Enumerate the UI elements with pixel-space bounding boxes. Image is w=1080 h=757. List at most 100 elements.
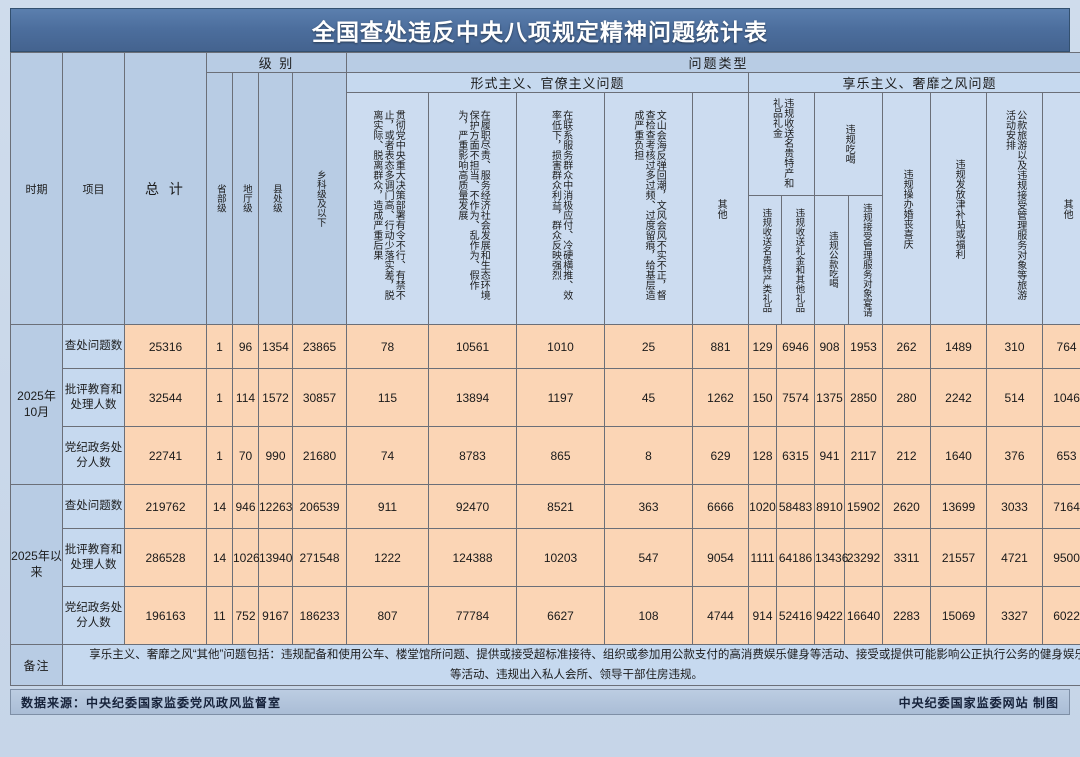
footer-bar: 数据来源：中央纪委国家监委党风政风监督室 中央纪委国家监委网站 制图 (10, 689, 1070, 716)
header-col-formalism-3: 在联系服务群众中消极应付、冷硬横推、效率低下，损害群众利益，群众反映强烈 (516, 92, 605, 325)
data-cell: 64186 (776, 528, 815, 587)
data-cell: 1222 (346, 528, 429, 587)
header-col-gift-group: 违规收送名贵特产和礼品礼金 违规收送名贵特产类礼品 违规收送礼金和其他礼品 (748, 92, 815, 325)
data-cell: 77784 (428, 586, 517, 645)
page-title: 全国查处违反中央八项规定精神问题统计表 (312, 20, 768, 46)
data-cell: 2620 (882, 484, 931, 529)
header-item: 项目 (62, 52, 125, 325)
data-cell: 13436 (814, 528, 848, 587)
data-cell: 1375 (814, 368, 845, 427)
data-cell: 376 (986, 426, 1043, 485)
data-cell: 124388 (428, 528, 517, 587)
data-cell: 21557 (930, 528, 987, 587)
header-col-dining-group: 违规吃喝 违规公款吃喝 违规接受管理服务对象宴请 (814, 92, 883, 325)
table-body: 2025年10月 查处问题数 25316 1 96 1354 23865 78 10561 101… (10, 324, 1080, 645)
row-item-label: 党纪政务处分人数 (62, 426, 125, 485)
data-cell: 14 (206, 528, 233, 587)
data-cell: 946 (232, 484, 259, 529)
data-cell: 363 (604, 484, 693, 529)
data-cell: 881 (692, 324, 749, 369)
data-cell: 9422 (814, 586, 845, 645)
header-col-wedding-funeral: 违规操办婚丧喜庆 (882, 92, 931, 325)
data-cell: 13940 (258, 528, 293, 587)
header-row-top: 时期 项目 总 计 级 别 问题类型 (10, 52, 1080, 325)
data-cell: 74 (346, 426, 429, 485)
header-level-shengbu: 省部级 (206, 72, 233, 325)
data-cell: 10561 (428, 324, 517, 369)
header-col-allowance: 违规发放津补贴或福利 (930, 92, 987, 325)
data-cell: 2850 (844, 368, 883, 427)
data-cell: 990 (258, 426, 293, 485)
data-cell: 2283 (882, 586, 931, 645)
table-row: 批评教育和处理人数 32544 1 114 1572 30857 115 13894 1197 4… (11, 368, 1080, 427)
header-level-group: 级 别 (206, 52, 347, 73)
data-cell: 114 (232, 368, 259, 427)
header-level-diting: 地厅级 (232, 72, 259, 325)
header-col-formalism-1: 贯彻党中央重大决策部署有令不行、有禁不止，或者表态多调门高、行动少落实差，脱离实… (346, 92, 429, 325)
data-cell: 6627 (516, 586, 605, 645)
data-cell: 70 (232, 426, 259, 485)
data-cell: 6315 (776, 426, 815, 485)
table-row: 2025年10月 查处问题数 25316 1 96 1354 23865 78 10561 101… (10, 324, 1080, 485)
data-cell: 11 (206, 586, 233, 645)
header-row-columns: 贯彻党中央重大决策部署有令不行、有禁不止，或者表态多调门高、行动少落实差，脱离实… (11, 92, 1080, 325)
data-cell: 7164 (1041, 484, 1080, 529)
header-col-public-travel: 公款旅游以及违规接受管理服务对象等旅游活动安排 (986, 92, 1043, 325)
data-cell: 1 (206, 426, 233, 485)
remark-row: 备注 享乐主义、奢靡之风“其他”问题包括：违规配备和使用公车、楼堂馆所问题、提供… (10, 643, 1080, 687)
data-cell: 115 (346, 368, 429, 427)
data-cell: 653 (1041, 426, 1080, 485)
header-problem-type-group: 问题类型 (345, 52, 1080, 73)
header-col-formalism-4: 文山会海反弹回潮，文风会风不实不正，督查检查考核过多过频、过度留痕，给基层造成严… (604, 92, 693, 325)
data-cell: 6666 (692, 484, 749, 529)
data-cell: 1572 (258, 368, 293, 427)
data-cell: 547 (604, 528, 693, 587)
data-cell: 941 (814, 426, 845, 485)
row-item-label: 查处问题数 (62, 324, 125, 369)
data-cell: 2242 (930, 368, 987, 427)
data-cell: 1262 (692, 368, 749, 427)
data-cell: 1 (206, 324, 233, 369)
data-cell: 280 (882, 368, 931, 427)
data-cell: 3033 (986, 484, 1043, 529)
header-row-groups: 省部级 地厅级 县处级 乡科级及以下 形式主义、官僚主义问题 享乐主义、奢靡之风… (11, 72, 1080, 325)
data-cell: 2117 (844, 426, 883, 485)
table-row: 党纪政务处分人数 196163 11 752 9167 186233 807 77784 662… (11, 586, 1080, 645)
data-cell: 25 (604, 324, 693, 369)
data-cell: 4721 (986, 528, 1043, 587)
data-cell: 14 (206, 484, 233, 529)
data-cell: 629 (692, 426, 749, 485)
data-cell: 1640 (930, 426, 987, 485)
data-cell: 52416 (776, 586, 815, 645)
data-source-label: 数据来源：中央纪委国家监委党风政风监督室 (21, 695, 282, 710)
data-cell: 6022 (1041, 586, 1080, 645)
row-period-label: 2025年10月 (10, 324, 63, 485)
data-cell: 3327 (986, 586, 1043, 645)
data-cell: 23865 (292, 324, 347, 369)
data-cell: 196163 (124, 586, 207, 645)
remark-text: 享乐主义、奢靡之风“其他”问题包括：违规配备和使用公车、楼堂馆所问题、提供或接受… (61, 643, 1080, 687)
table-row: 党纪政务处分人数 22741 1 70 990 21680 74 8783 865 8 629 128… (11, 426, 1080, 485)
data-cell: 514 (986, 368, 1043, 427)
header-total: 总 计 (124, 52, 207, 325)
data-cell: 32544 (124, 368, 207, 427)
data-cell: 25316 (124, 324, 207, 369)
data-cell: 21680 (292, 426, 347, 485)
data-cell: 1354 (258, 324, 293, 369)
header-formalism-group: 形式主义、官僚主义问题 (346, 72, 749, 93)
data-cell: 6946 (776, 324, 815, 369)
data-cell: 914 (748, 586, 777, 645)
row-item-label: 党纪政务处分人数 (62, 586, 125, 645)
data-cell: 8 (604, 426, 693, 485)
data-cell: 13894 (428, 368, 517, 427)
data-cell: 8521 (516, 484, 605, 529)
data-cell: 212 (882, 426, 931, 485)
data-cell: 150 (748, 368, 777, 427)
data-cell: 128 (748, 426, 777, 485)
data-cell: 1026 (232, 528, 260, 587)
header-col-formalism-other: 其他 (692, 92, 749, 325)
data-cell: 186233 (292, 586, 347, 645)
data-cell: 908 (814, 324, 845, 369)
data-cell: 206539 (292, 484, 347, 529)
